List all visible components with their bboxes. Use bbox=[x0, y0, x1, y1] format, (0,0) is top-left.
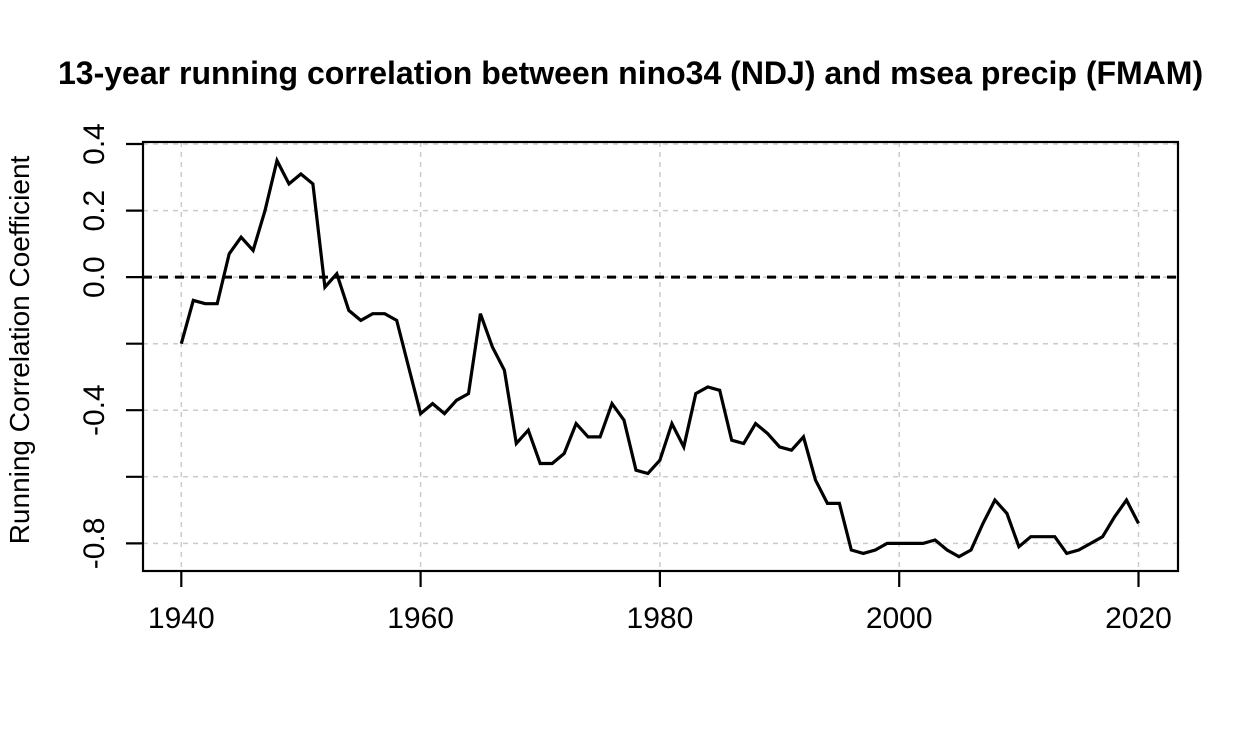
y-axis-tick-label: 0.4 bbox=[78, 123, 111, 165]
y-axis-tick-label: -0.4 bbox=[78, 384, 111, 436]
x-axis-tick-label: 1940 bbox=[148, 602, 215, 635]
y-axis-tick-label: 0.0 bbox=[78, 256, 111, 298]
y-axis-tick-label: -0.8 bbox=[78, 518, 111, 570]
y-axis-tick-label: 0.2 bbox=[78, 190, 111, 232]
chart-title: 13-year running correlation between nino… bbox=[58, 55, 1203, 91]
chart-elements: 1940 1960 1980 2000 2020 0.4 0.2 0.0 -0.4 -0.8 bbox=[78, 123, 1180, 635]
data-line bbox=[179, 156, 1140, 559]
plot-border bbox=[141, 140, 1180, 573]
x-axis-tick-label: 1980 bbox=[627, 602, 694, 635]
x-axis-tick-label: 2000 bbox=[866, 602, 933, 635]
y-axis-title: Running Correlation Coefficient bbox=[4, 155, 35, 544]
x-axis-tick-label: 2020 bbox=[1105, 602, 1172, 635]
x-axis-tick-label: 1960 bbox=[387, 602, 454, 635]
